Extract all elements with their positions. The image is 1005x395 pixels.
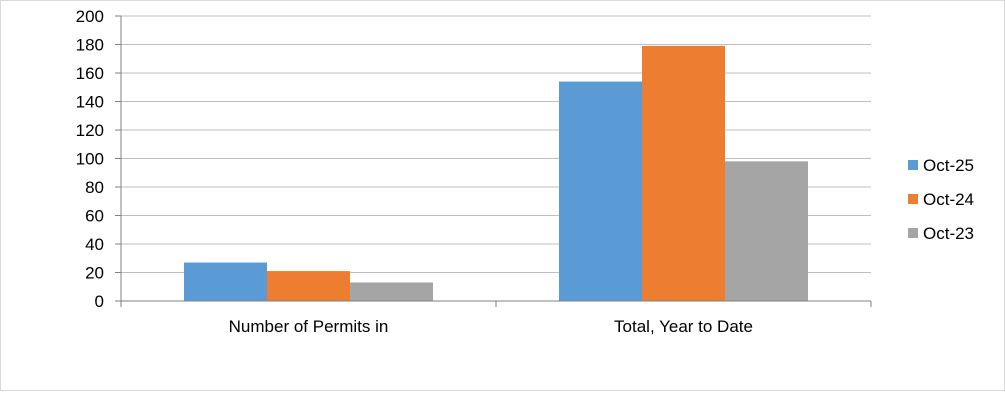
y-tick-label: 160 xyxy=(76,64,104,83)
x-category-labels: Number of Permits in Total, Year to Date xyxy=(229,317,753,336)
bar-oct-23-1 xyxy=(725,161,808,301)
legend-label: Oct-24 xyxy=(923,190,974,209)
y-tick-label: 80 xyxy=(85,178,104,197)
y-tick-label: 0 xyxy=(95,292,104,311)
x-category-label: Number of Permits in xyxy=(229,317,389,336)
bars xyxy=(184,45,808,301)
legend-swatch-oct-24 xyxy=(908,194,918,204)
y-tick-labels: 0 20 40 60 80 100 120 140 160 180 200 xyxy=(76,7,104,311)
axes xyxy=(115,15,872,307)
bar-oct-24-0 xyxy=(267,271,350,301)
bar-oct-24-1 xyxy=(642,45,725,301)
legend-swatch-oct-25 xyxy=(908,160,918,170)
y-tick-label: 200 xyxy=(76,7,104,26)
legend-swatch-oct-23 xyxy=(908,228,918,238)
gridlines xyxy=(121,15,871,273)
legend: Oct-25 Oct-24 Oct-23 xyxy=(908,156,974,243)
y-tick-label: 20 xyxy=(85,264,104,283)
bar-oct-25-0 xyxy=(184,262,267,301)
y-tick-label: 40 xyxy=(85,235,104,254)
legend-label: Oct-23 xyxy=(923,224,974,243)
legend-label: Oct-25 xyxy=(923,156,974,175)
y-tick-label: 180 xyxy=(76,36,104,55)
y-tick-label: 100 xyxy=(76,150,104,169)
bar-oct-25-1 xyxy=(559,81,642,301)
y-tick-label: 60 xyxy=(85,207,104,226)
bar-oct-23-0 xyxy=(350,282,433,301)
y-tick-label: 120 xyxy=(76,121,104,140)
x-category-label: Total, Year to Date xyxy=(614,317,753,336)
y-tick-label: 140 xyxy=(76,93,104,112)
